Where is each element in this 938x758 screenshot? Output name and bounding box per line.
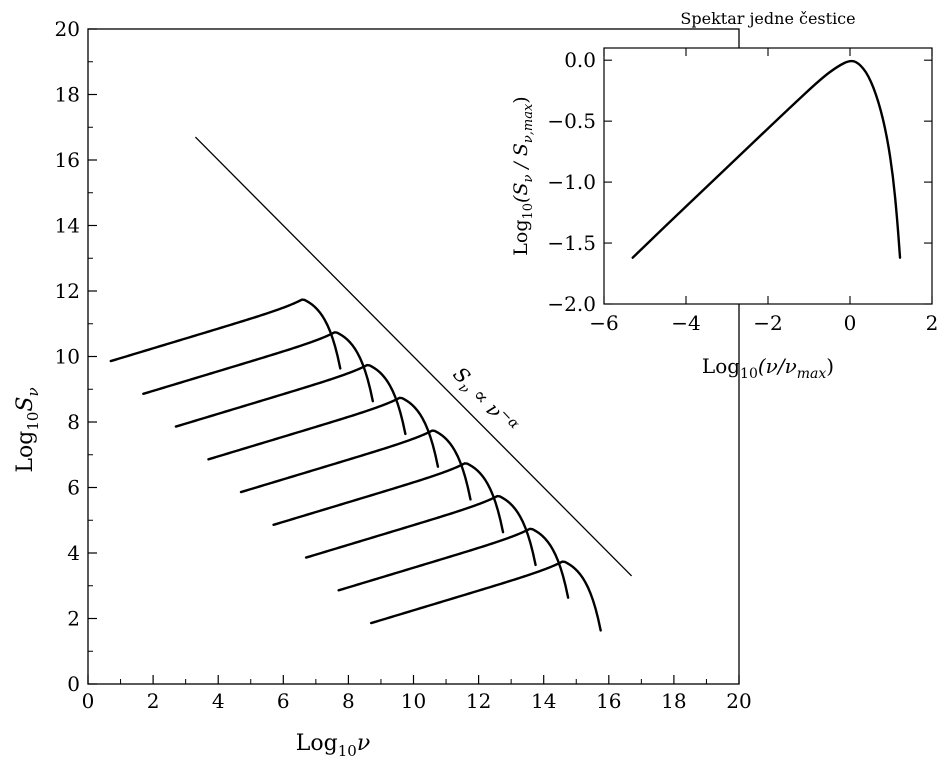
main-y-tick-label: 16 (55, 148, 80, 172)
inset-y-tick-label: 0.0 (564, 48, 596, 72)
main-x-tick-label: 20 (726, 689, 751, 713)
spectrum-curve (272, 462, 505, 534)
main-y-tick-label: 4 (67, 541, 80, 565)
spectrum-curve (337, 527, 570, 599)
spectrum-curve (142, 331, 375, 403)
main-y-label: Log10Sν (13, 387, 42, 472)
main-x-label: Log10ν (296, 731, 370, 758)
inset-y-ticks: 0.0 −0.5 −1.0 −1.5 −2.0 (547, 48, 932, 316)
main-y-tick-label: 12 (55, 279, 80, 303)
inset-y-tick-label: −0.5 (547, 109, 596, 133)
spectrum-curve (174, 363, 407, 436)
main-x-tick-label: 6 (277, 689, 290, 713)
inset-x-tick-label: 2 (926, 311, 938, 335)
envelope-line (194, 136, 633, 577)
main-y-tick-label: 14 (55, 214, 80, 238)
main-y-tick-label: 6 (67, 476, 80, 500)
inset-series-group (631, 59, 902, 259)
spectrum-curve (369, 560, 602, 632)
spectrum-curve (304, 494, 537, 567)
main-x-tick-label: 0 (82, 689, 95, 713)
main-y-tick-label: 8 (67, 410, 80, 434)
main-y-tick-label: 2 (67, 607, 80, 631)
inset-x-ticks: −6 −4 −2 0 2 (589, 48, 938, 335)
main-y-tick-label: 20 (55, 17, 80, 41)
main-y-tick-label: 0 (67, 672, 80, 696)
inset-y-tick-label: −2.0 (547, 292, 596, 316)
inset-plot-bg (604, 48, 932, 304)
spectrum-curve (207, 396, 440, 468)
main-x-tick-label: 10 (401, 689, 426, 713)
single-particle-spectrum-line (631, 59, 902, 259)
main-x-tick-label: 18 (661, 689, 686, 713)
inset-x-tick-label: −6 (589, 311, 618, 335)
main-y-ticks: 0 2 4 6 8 10 12 14 16 18 20 (55, 17, 97, 696)
main-y-tick-label: 18 (55, 83, 80, 107)
inset-x-label: Log10(ν/νmax) (702, 354, 834, 382)
main-chart: 0 2 4 6 8 10 12 14 16 18 20 0 2 4 6 8 10 12 14 16 18 20 Sν ∝… (13, 17, 752, 758)
inset-x-tick-label: 0 (844, 311, 857, 335)
inset-y-label: Log10(Sν / Sν,max) (510, 96, 536, 255)
main-x-tick-label: 14 (531, 689, 556, 713)
inset-y-tick-label: −1.0 (547, 170, 596, 194)
inset-x-tick-label: −2 (753, 311, 782, 335)
inset-y-tick-label: −1.5 (547, 231, 596, 255)
main-y-tick-label: 10 (55, 345, 80, 369)
spectrum-curve (239, 429, 472, 501)
inset-title: Spektar jedne čestice (680, 9, 855, 28)
main-x-tick-label: 4 (212, 689, 225, 713)
spectrum-curve (109, 298, 342, 370)
envelope-annotation: Sν ∝ ν−α (445, 361, 522, 441)
main-x-tick-label: 8 (342, 689, 355, 713)
main-x-tick-label: 12 (466, 689, 491, 713)
inset-x-tick-label: −4 (671, 311, 700, 335)
main-series-group (109, 298, 602, 632)
main-x-ticks: 0 2 4 6 8 10 12 14 16 18 20 (82, 675, 752, 713)
main-x-tick-label: 2 (147, 689, 160, 713)
inset-chart: Spektar jedne čestice −6 −4 −2 0 2 0.0 −0.5 −1… (510, 9, 938, 382)
main-x-tick-label: 16 (596, 689, 621, 713)
